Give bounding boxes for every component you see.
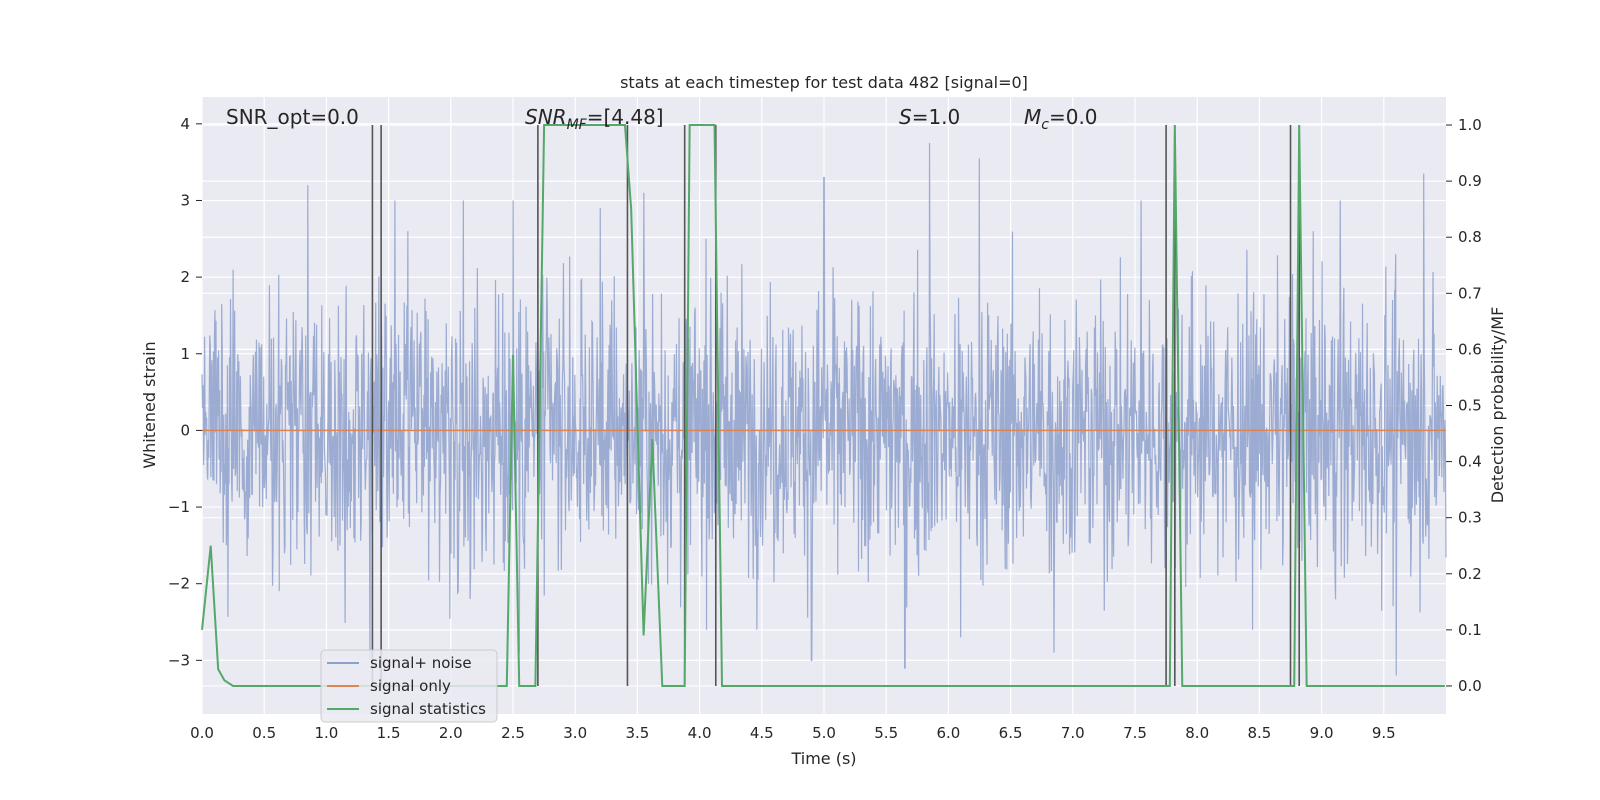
y-tick-label-right: 0.1 [1458,621,1482,639]
snr-mf-annotation: SNRMF=[4.48] [525,105,664,133]
x-tick-label: 6.0 [936,724,960,742]
y-ticks-right: 0.0 0.1 0.2 0.3 0.4 0.5 0.6 0.7 0.8 0.9 1.0 [1446,116,1482,695]
y-tick-label-right: 0.7 [1458,284,1482,302]
y-tick-label-right: 0.4 [1458,453,1482,471]
signal-noise-series [201,142,1447,676]
x-tick-label: 0.0 [190,724,214,742]
chart-title: stats at each timestep for test data 482… [620,73,1028,92]
s-value: =1.0 [912,105,961,129]
legend: signal+ noise signal only signal statist… [320,649,498,723]
x-tick-label: 5.0 [812,724,836,742]
x-tick-label: 1.5 [377,724,401,742]
y-ticks-left: −3 −2 −1 0 1 2 3 4 [168,115,202,669]
x-ticks: 0.0 0.5 1.0 1.5 2.0 2.5 3.0 3.5 4.0 4.5 5.0 5.5 6.0 6… [190,724,1396,742]
y-tick-label-left: 2 [180,268,190,286]
x-tick-label: 7.5 [1123,724,1147,742]
y-tick-label-left: −1 [168,498,190,516]
x-tick-label: 5.5 [874,724,898,742]
y-tick-label-right: 0.0 [1458,677,1482,695]
y-tick-label-left: 1 [180,345,190,363]
signal-statistics-line [201,124,1445,687]
x-tick-label: 3.0 [563,724,587,742]
legend-label-noise: signal+ noise [370,654,472,672]
mc-value: =0.0 [1049,105,1098,129]
x-tick-label: 4.0 [688,724,712,742]
x-tick-label: 0.5 [252,724,276,742]
x-tick-label: 3.5 [625,724,649,742]
mc-subscript: c [1041,117,1049,133]
snr-opt-annotation: SNR_opt=0.0 [226,105,359,129]
y-axis-label-left: Whitened strain [140,341,159,468]
legend-label-signal: signal only [370,677,451,695]
x-tick-label: 2.5 [501,724,525,742]
y-tick-label-left: −2 [168,575,190,593]
x-tick-label: 9.5 [1372,724,1396,742]
y-tick-label-right: 0.5 [1458,397,1482,415]
signal-statistics-series [201,124,1445,687]
snr-mf-symbol: SNR [525,105,567,129]
x-tick-label: 7.0 [1061,724,1085,742]
s-annotation: S=1.0 [899,105,960,129]
x-tick-label: 8.5 [1247,724,1271,742]
x-tick-label: 4.5 [750,724,774,742]
snr-mf-subscript: MF [567,117,588,133]
y-tick-label-left: 0 [180,421,190,439]
s-symbol: S [899,105,912,129]
y-tick-label-right: 1.0 [1458,116,1482,134]
x-tick-label: 9.0 [1310,724,1334,742]
vertical-markers [371,125,1301,686]
snr-mf-value: =[4.48] [587,105,664,129]
x-tick-label: 6.5 [999,724,1023,742]
y-tick-label-left: 3 [180,191,190,209]
x-tick-label: 2.0 [439,724,463,742]
mc-symbol: M [1024,105,1041,129]
legend-box [320,649,498,723]
signal-noise-line [201,142,1447,676]
mc-annotation: Mc=0.0 [1024,105,1098,133]
y-tick-label-right: 0.9 [1458,172,1482,190]
legend-label-stats: signal statistics [370,700,486,718]
y-tick-label-right: 0.6 [1458,340,1482,358]
x-tick-label: 8.0 [1185,724,1209,742]
y-tick-label-left: 4 [180,115,190,133]
x-axis-label: Time (s) [790,749,856,768]
y-axis-label-right: Detection probability/MF [1488,307,1507,504]
x-tick-label: 1.0 [314,724,338,742]
y-tick-label-right: 0.2 [1458,565,1482,583]
y-tick-label-left: −3 [168,651,190,669]
y-tick-label-right: 0.3 [1458,509,1482,527]
y-tick-label-right: 0.8 [1458,228,1482,246]
